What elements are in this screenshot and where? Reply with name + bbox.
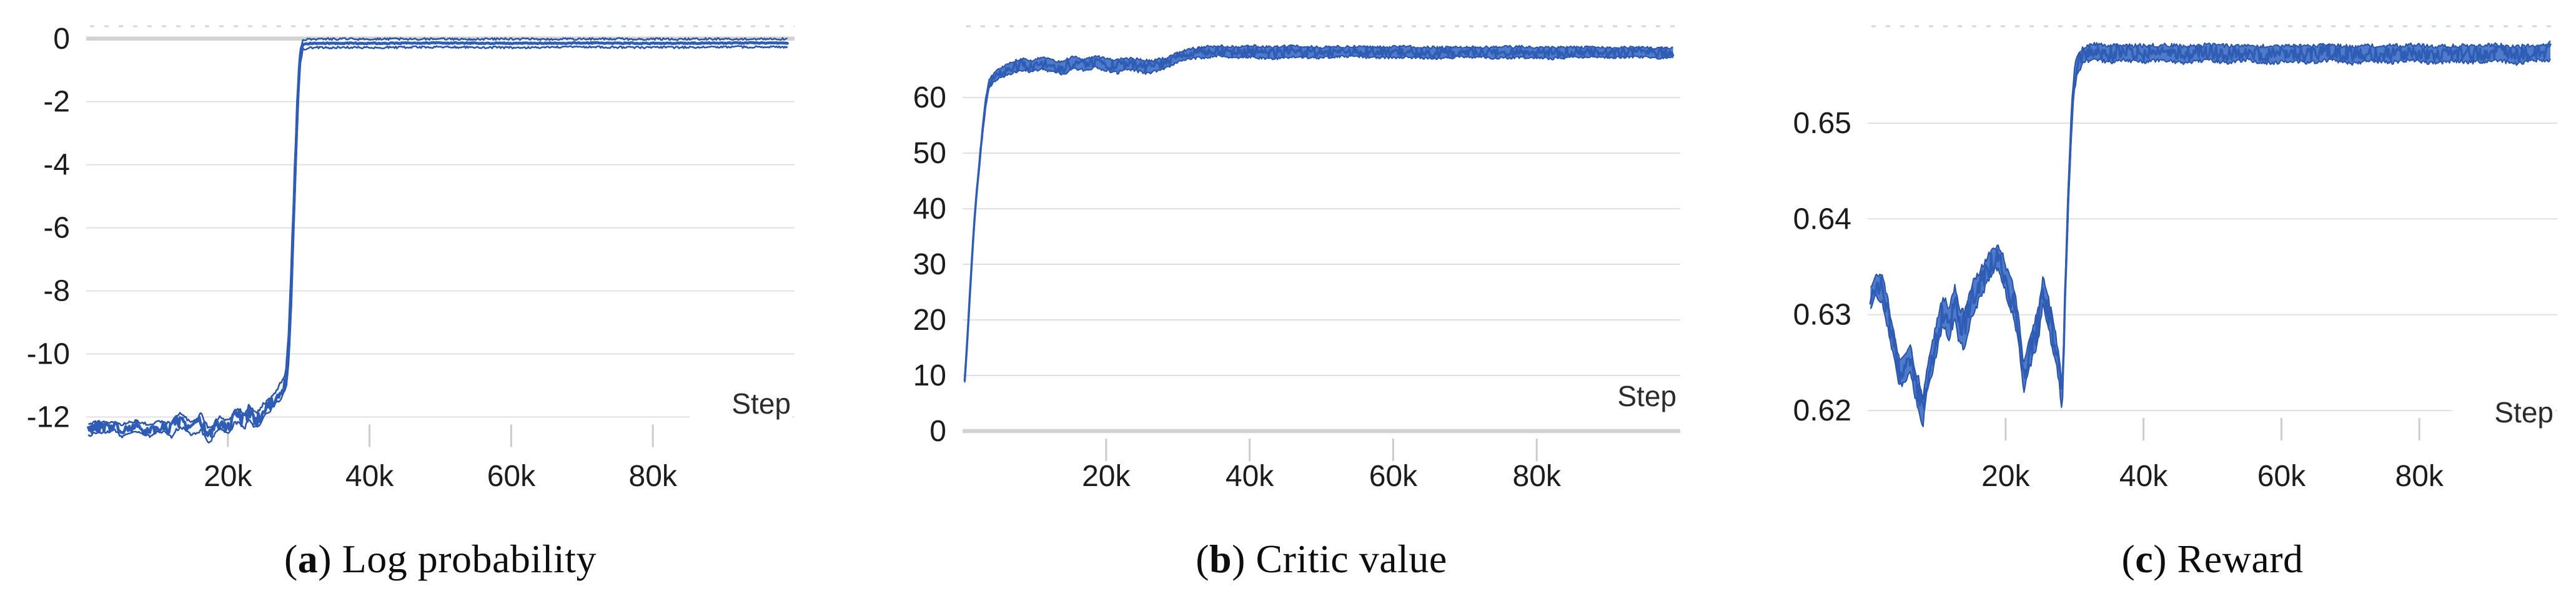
series	[963, 44, 1675, 383]
y-tick-label: -4	[43, 149, 70, 182]
y-tick-label: 30	[913, 248, 946, 281]
caption-letter: b	[1209, 537, 1232, 581]
series	[1869, 40, 2552, 427]
y-tick-label: 40	[913, 192, 946, 226]
series-line	[963, 45, 1675, 382]
x-tick-label: 40k	[2119, 460, 2168, 493]
caption-letter: a	[297, 537, 319, 581]
y-tick-label: 0	[929, 415, 946, 448]
band-lower-edge	[964, 54, 1674, 383]
caption-text: Critic value	[1256, 537, 1447, 581]
y-tick-label: 50	[913, 137, 946, 170]
minmax-band	[964, 44, 1673, 383]
axis-labels: 60 50 40 30 20 10 0 20k 40k 60k 80k Step	[913, 81, 1677, 493]
step-label-backdrop	[2452, 395, 2555, 430]
y-tick-label: -6	[43, 212, 70, 245]
caption-open-paren: (	[1196, 537, 1210, 581]
caption-close-paren: )	[318, 537, 342, 581]
minmax-band	[88, 37, 788, 443]
caption-critic-value: (b) Critic value	[963, 536, 1680, 592]
caption-letter: c	[2135, 537, 2154, 581]
y-tick-label: -2	[43, 86, 70, 119]
step-label-backdrop	[690, 386, 792, 421]
x-tick-label: 40k	[1226, 460, 1274, 493]
band-lower-edge	[87, 45, 788, 444]
caption-text: Log probability	[342, 537, 597, 581]
chart-b-critic-value: 60 50 40 30 20 10 0 20k 40k 60k 80k Step	[913, 25, 1680, 493]
y-tick-label: -10	[27, 338, 70, 371]
x-tick-label: 80k	[629, 460, 678, 493]
axis-labels: 0 -2 -4 -6 -8 -10 -12 20k 40k 60k 80k Step	[27, 22, 792, 493]
gridlines	[86, 25, 795, 447]
series-line	[1869, 43, 2552, 410]
caption-close-paren: )	[1232, 537, 1256, 581]
band-lower-edge	[1870, 57, 2551, 427]
series-line	[87, 41, 789, 438]
caption-open-paren: (	[284, 537, 298, 581]
x-tick-label: 20k	[204, 460, 252, 493]
y-tick-label: -8	[43, 275, 70, 308]
band-upper-edge	[88, 37, 788, 429]
x-tick-label: 60k	[1369, 460, 1418, 493]
subfigure-c: 0.65 0.64 0.63 0.62 20k 40k 60k 80k Step	[1718, 0, 2576, 611]
x-tick-label: 60k	[2257, 460, 2306, 493]
y-tick-label: 0.65	[1793, 107, 1851, 140]
caption-log-probability: (a) Log probability	[86, 536, 795, 592]
x-axis-title: Step	[2494, 396, 2554, 429]
chart-a-log-probability: 0 -2 -4 -6 -8 -10 -12 20k 40k 60k 80k Step	[27, 22, 795, 493]
x-tick-label: 20k	[1981, 460, 2030, 493]
axis-labels: 0.65 0.64 0.63 0.62 20k 40k 60k 80k Step	[1793, 107, 2555, 493]
x-tick-label: 40k	[345, 460, 394, 493]
series	[87, 37, 789, 444]
y-tick-label: 10	[913, 359, 946, 392]
subfigure-a: 0 -2 -4 -6 -8 -10 -12 20k 40k 60k 80k Step	[0, 0, 859, 611]
y-tick-label: 0	[53, 22, 70, 56]
subfigure-b: 60 50 40 30 20 10 0 20k 40k 60k 80k Step	[859, 0, 1718, 611]
gridlines	[1868, 25, 2557, 441]
chart-c-reward: 0.65 0.64 0.63 0.62 20k 40k 60k 80k Step	[1793, 25, 2557, 493]
caption-reward: (c) Reward	[1868, 536, 2557, 592]
minmax-band	[1870, 41, 2550, 427]
y-tick-label: 60	[913, 81, 946, 114]
x-axis-title: Step	[731, 387, 791, 420]
x-tick-label: 20k	[1082, 460, 1131, 493]
x-tick-label: 80k	[1513, 460, 1562, 493]
y-tick-label: -12	[27, 400, 70, 434]
x-axis-title: Step	[1617, 380, 1677, 412]
band-upper-edge	[1870, 40, 2551, 400]
caption-open-paren: (	[2121, 537, 2136, 581]
gridlines	[963, 25, 1680, 461]
y-tick-label: 20	[913, 304, 946, 337]
y-tick-label: 0.64	[1793, 202, 1851, 236]
y-tick-label: 0.62	[1793, 394, 1851, 427]
band-upper-edge	[964, 44, 1673, 379]
x-tick-label: 60k	[487, 460, 536, 493]
y-tick-label: 0.63	[1793, 299, 1851, 332]
x-tick-label: 80k	[2395, 460, 2444, 493]
caption-text: Reward	[2177, 537, 2304, 581]
caption-close-paren: )	[2153, 537, 2177, 581]
